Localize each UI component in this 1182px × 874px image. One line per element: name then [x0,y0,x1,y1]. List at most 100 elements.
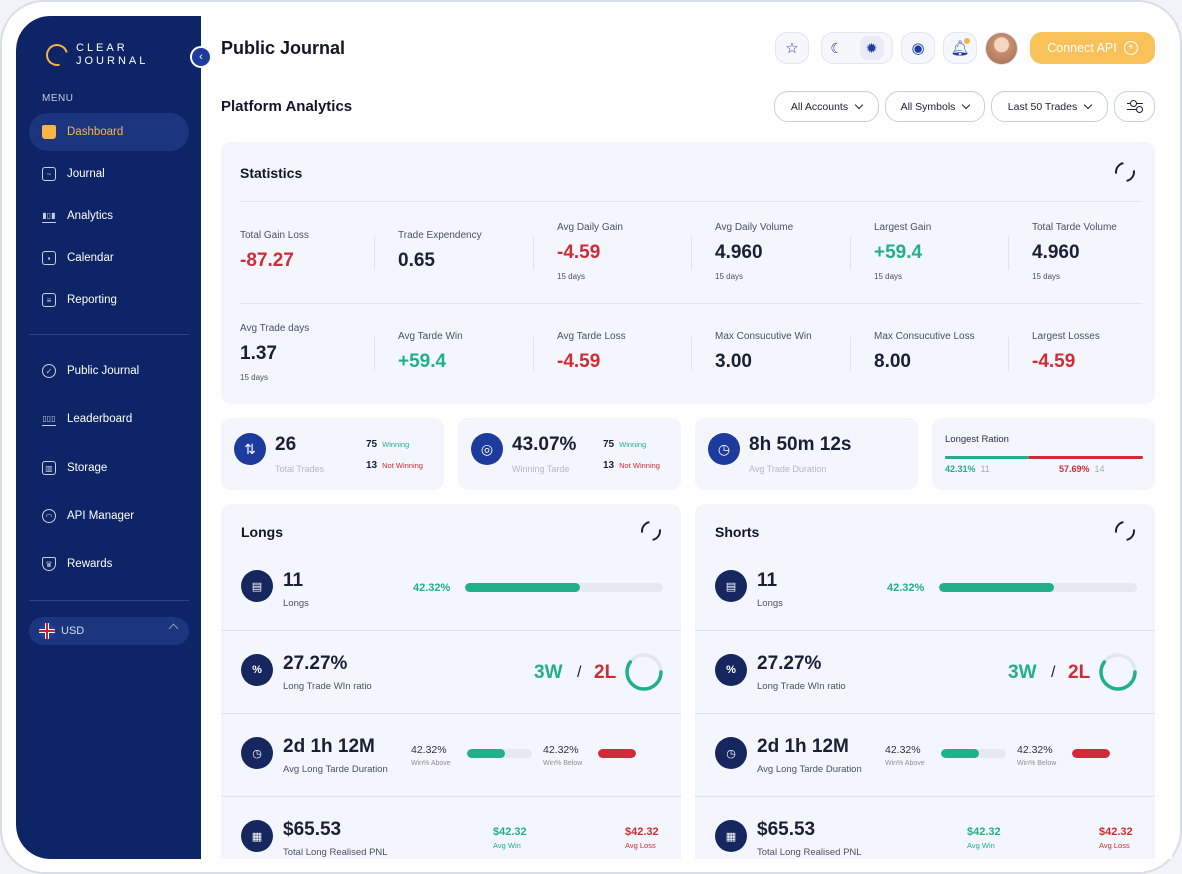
bell-icon: 🔔︎ [950,40,970,57]
avg-loss-label: Avg Loss [625,841,656,850]
brand-logo[interactable]: CLEAR JOURNAL [41,39,148,71]
sun-icon[interactable]: ✹ [859,36,884,60]
sliders-icon [1126,98,1143,108]
stat-value: 4.960 [715,242,763,263]
above-label: Win% Above [411,760,451,767]
sidebar-item-dashboard[interactable]: Dashboard [29,113,189,151]
total-trades-value: 26 [275,434,297,455]
refresh-icon[interactable] [1111,158,1139,186]
chevron-down-icon [1083,100,1093,109]
refresh-icon[interactable] [637,517,665,545]
sidebar-item-api-manager[interactable]: ◠ API Manager [29,497,189,535]
stat-label: Trade Expendency [398,230,482,241]
winning-trade-label: Winning Tarde [512,464,570,474]
stat-value: +59.4 [874,242,923,263]
row-divider [695,630,1155,631]
notification-dot [964,38,970,44]
count-bar [465,583,663,592]
book-icon: ▥ [42,461,56,475]
pnl-value: $65.53 [757,819,816,840]
trades-filter[interactable]: Last 50 Trades [991,91,1108,122]
uk-flag-icon [39,623,55,639]
below-bar [598,749,636,758]
wins-label: 3W [534,662,563,683]
theme-toggle[interactable]: ☾ ✹ [821,32,893,64]
chevron-up-icon [168,623,179,634]
avg-win-label: Avg Win [967,841,995,850]
clipboard-icon: ▤ [241,570,273,602]
winning-trade-card: ◎ 43.07% Winning Tarde 75 Winning 13 Not W… [458,418,681,490]
stat-value: 0.65 [398,250,435,271]
sidebar-item-calendar[interactable]: ▪ Calendar [29,239,189,277]
row-divider [695,713,1155,714]
star-icon: ☆ [785,40,799,57]
favorite-button[interactable]: ☆ [775,32,809,64]
section-title: Platform Analytics [221,98,353,115]
shorts-title: Shorts [715,524,760,540]
symbols-filter[interactable]: All Symbols [885,91,985,122]
avatar[interactable] [985,32,1018,65]
stat-label: Max Consucutive Loss [874,331,975,342]
count-pct: 42.32% [887,582,925,594]
sidebar-item-rewards[interactable]: ♛ Rewards [29,545,189,583]
stat-1-2: Avg Tarde Loss -4.59 [557,331,707,373]
target-icon: ◎ [471,433,503,465]
duration-label: Avg Long Tarde Duration [283,764,388,775]
stat-sub: 15 days [874,272,903,281]
count-label: Longs [283,598,309,609]
avg-win-value: $42.32 [493,826,527,838]
stat-divider [533,337,534,371]
ratio-value: 27.27% [283,653,348,674]
below-pct: 42.32% [543,744,579,756]
page-title: Public Journal [221,38,346,58]
clock-icon: ◷ [241,737,273,769]
filter-settings-button[interactable] [1114,91,1155,122]
sidebar-item-label: Public Journal [67,365,140,377]
count-pct: 42.32% [413,582,451,594]
sidebar-item-reporting[interactable]: ≡ Reporting [29,281,189,319]
sidebar-collapse-button[interactable]: ‹ [190,46,212,68]
refresh-icon[interactable] [1111,517,1139,545]
above-pct: 42.32% [885,744,921,756]
leaderboard-icon: ▯▯▯ [42,412,56,426]
duration-card: ◷ 8h 50m 12s Avg Trade Duration [695,418,918,490]
sidebar-item-analytics[interactable]: ▮▯▮ Analytics [29,197,189,235]
stat-label: Largest Gain [874,222,932,233]
above-pct: 42.32% [411,744,447,756]
connect-api-button[interactable]: Connect API + [1030,32,1155,64]
accounts-filter[interactable]: All Accounts [774,91,879,122]
sidebar-item-leaderboard[interactable]: ▯▯▯ Leaderboard [29,400,189,438]
above-bar [941,749,1006,758]
ratio-bar-fill [945,456,1029,459]
above-bar [467,749,532,758]
menu-label: MENU [42,93,74,104]
stat-divider [374,337,375,371]
wifi-icon: ◠ [42,509,56,523]
sidebar-item-storage[interactable]: ▥ Storage [29,449,189,487]
notifications-button[interactable]: 🔔︎ [943,32,977,64]
stat-sub: 15 days [557,272,586,281]
currency-selector[interactable]: USD [29,617,189,645]
count-value: 11 [283,570,304,591]
ring-fill [1099,653,1137,691]
stat-value: 4.960 [1032,242,1080,263]
sidebar-divider [29,334,189,335]
stat-0-2: Avg Daily Gain -4.59 15 days [557,222,707,281]
wins-label: 3W [1008,662,1037,683]
ratio-card: Longest Ration 42.31% 11 57.69% 14 [932,418,1155,490]
ratio-label: Long Trade WIn ratio [283,681,372,692]
stat-0-3: Avg Daily Volume 4.960 15 days [715,222,865,281]
stat-label: Avg Daily Gain [557,222,623,233]
stat-value: -87.27 [240,250,294,271]
clock-icon: ◷ [708,433,740,465]
moon-icon[interactable]: ☾ [830,39,843,56]
stat-label: Total Gain Loss [240,230,309,241]
filter-label: All Symbols [900,100,956,113]
visibility-button[interactable]: ◉ [901,32,935,64]
above-bar-fill [941,749,979,758]
sidebar-item-public-journal[interactable]: ✓ Public Journal [29,352,189,390]
sidebar-item-journal[interactable]: ~ Journal [29,155,189,193]
stat-label: Largest Losses [1032,331,1100,342]
slash-separator: / [577,664,582,681]
sidebar-divider [29,600,189,601]
